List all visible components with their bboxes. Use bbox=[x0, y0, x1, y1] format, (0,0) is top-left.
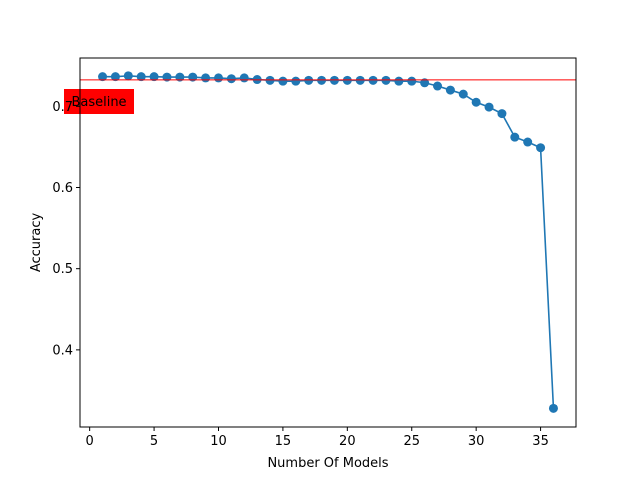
y-tick-label: 0.5 bbox=[52, 262, 73, 277]
baseline-label: Baseline bbox=[71, 95, 126, 110]
data-point bbox=[497, 109, 507, 119]
data-point bbox=[536, 143, 546, 153]
data-point bbox=[523, 137, 533, 147]
plot-frame bbox=[79, 57, 577, 428]
y-tick-label: 0.4 bbox=[52, 343, 73, 358]
data-point bbox=[458, 89, 468, 99]
data-point bbox=[484, 102, 494, 112]
data-point bbox=[162, 72, 172, 82]
baseline-label-box bbox=[64, 89, 134, 114]
x-axis-label: Number Of Models bbox=[267, 456, 388, 471]
x-tick-label: 30 bbox=[468, 434, 485, 449]
data-point bbox=[123, 71, 133, 81]
x-axis-ticks: 0 5 10 15 20 25 30 35 bbox=[86, 427, 549, 449]
data-point bbox=[213, 73, 223, 83]
y-tick-label: 0.6 bbox=[52, 181, 73, 196]
data-point bbox=[278, 76, 288, 86]
baseline: Baseline bbox=[64, 79, 576, 114]
x-tick-label: 20 bbox=[339, 434, 356, 449]
data-point bbox=[445, 85, 455, 95]
data-point bbox=[239, 73, 249, 83]
y-axis-label: Accuracy bbox=[29, 213, 44, 273]
data-point bbox=[510, 132, 520, 142]
data-point bbox=[201, 73, 211, 83]
data-point bbox=[136, 72, 146, 82]
data-point bbox=[188, 72, 198, 82]
data-point bbox=[471, 97, 481, 107]
data-point bbox=[407, 76, 417, 86]
data-point bbox=[175, 72, 185, 82]
x-tick-label: 5 bbox=[150, 434, 158, 449]
data-point bbox=[110, 72, 120, 82]
data-point bbox=[548, 403, 558, 413]
x-tick-label: 35 bbox=[532, 434, 549, 449]
x-tick-label: 10 bbox=[210, 434, 227, 449]
y-axis-ticks: 0.4 0.5 0.6 0.7 bbox=[52, 100, 80, 358]
x-tick-label: 25 bbox=[403, 434, 420, 449]
y-tick-label: 0.7 bbox=[52, 100, 73, 115]
data-point bbox=[226, 74, 236, 84]
x-tick-label: 0 bbox=[86, 434, 94, 449]
data-point bbox=[149, 72, 159, 82]
data-point bbox=[291, 76, 301, 86]
data-point bbox=[433, 81, 443, 91]
data-point bbox=[394, 76, 404, 86]
data-point bbox=[420, 78, 430, 88]
x-tick-label: 15 bbox=[275, 434, 292, 449]
data-point bbox=[98, 72, 108, 82]
